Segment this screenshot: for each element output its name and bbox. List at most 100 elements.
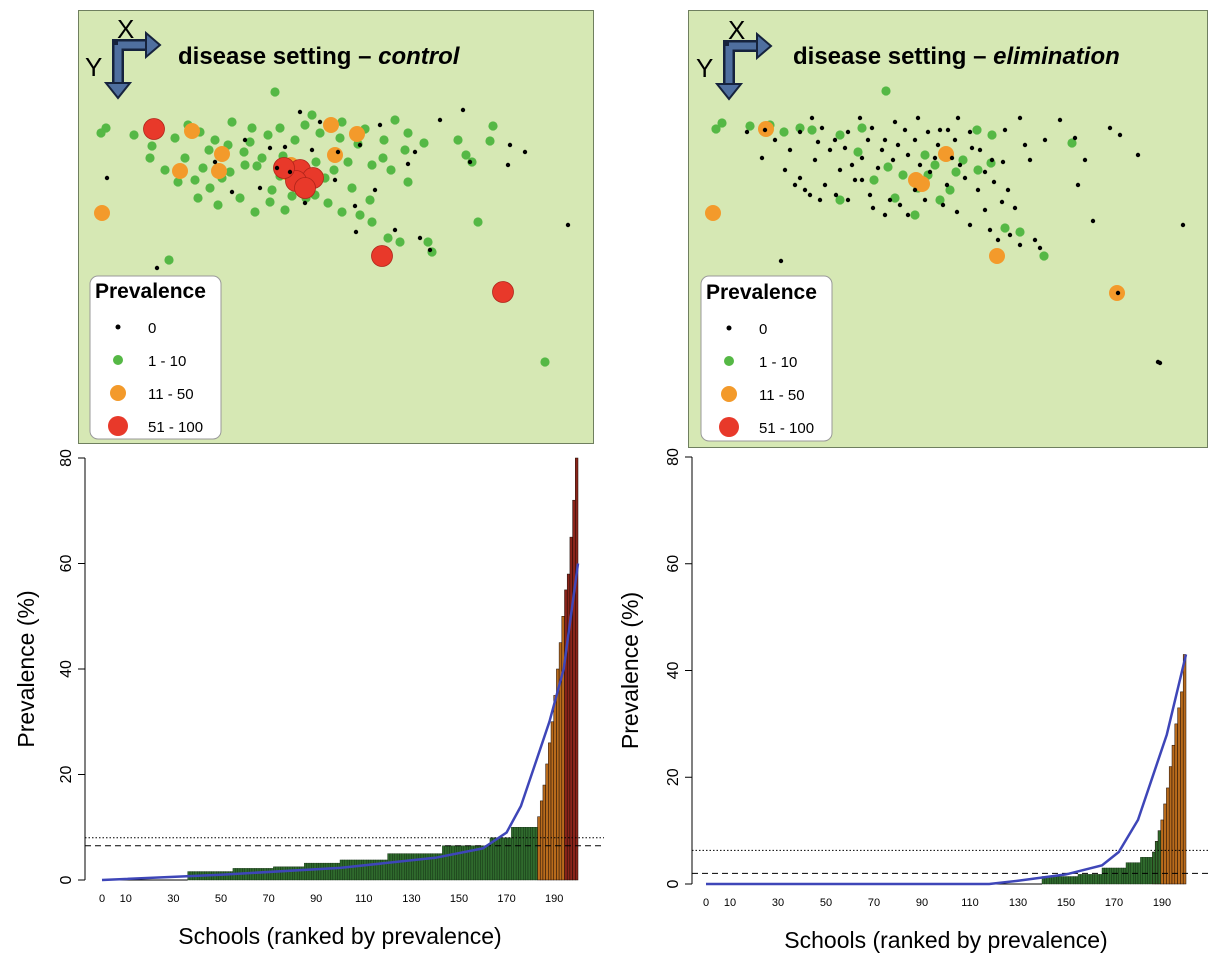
map-point-low: [250, 207, 260, 217]
map-point-zero: [467, 159, 473, 165]
x-tick-label: 90: [916, 897, 928, 909]
prevalence-curve: [101, 563, 580, 882]
bar: [1058, 876, 1062, 885]
map-point-zero: [912, 137, 918, 143]
map-point-zero: [1155, 359, 1161, 365]
x-tick-label: 0: [703, 897, 709, 909]
bar: [1082, 874, 1086, 885]
map-point-zero: [392, 227, 398, 233]
map-point-zero: [1037, 245, 1043, 251]
map-point-high: [143, 118, 165, 140]
bar: [1092, 874, 1095, 885]
bar: [308, 862, 312, 881]
bar: [1061, 876, 1064, 885]
bar: [292, 866, 295, 881]
bar: [251, 868, 255, 881]
map-point-low: [1039, 251, 1049, 261]
map-point-zero: [1072, 135, 1078, 141]
map-point-low: [972, 125, 982, 135]
bar: [564, 589, 568, 881]
x-tick-label: 50: [820, 897, 832, 909]
map-point-low: [239, 147, 249, 157]
bar: [1085, 874, 1088, 885]
map-point-zero: [827, 147, 833, 153]
bar: [423, 853, 426, 881]
map-point-low: [453, 135, 463, 145]
map-point-low: [160, 165, 170, 175]
y-tick-label: 20: [665, 768, 682, 786]
map-point-zero: [229, 189, 235, 195]
map-point-zero: [154, 265, 160, 271]
bar: [499, 837, 503, 881]
map-point-zero: [995, 237, 1001, 243]
bar: [1075, 876, 1079, 885]
map-point-zero: [267, 145, 273, 151]
map-point-low: [378, 153, 388, 163]
bar: [556, 668, 560, 881]
bar: [482, 845, 486, 881]
map-point-zero: [932, 155, 938, 161]
bar: [225, 871, 229, 881]
y-axis-label: Prevalence (%): [617, 592, 643, 749]
map-point-low: [204, 145, 214, 155]
map-point-low: [540, 357, 550, 367]
map-point-low: [367, 160, 377, 170]
map-point-zero: [954, 209, 960, 215]
map-point-zero: [1135, 152, 1141, 158]
map-point-low: [883, 162, 893, 172]
map-point-zero: [1032, 237, 1038, 243]
bar: [1154, 841, 1159, 885]
bar: [548, 742, 552, 881]
x-tick-label: 150: [1057, 897, 1075, 909]
bar: [520, 827, 524, 881]
x-tick-label: 10: [120, 893, 132, 905]
map-point-low: [337, 117, 347, 127]
bar: [275, 866, 279, 881]
map-point-low: [213, 200, 223, 210]
bar: [1152, 851, 1156, 885]
map-point-zero: [778, 258, 784, 264]
map-point-zero: [427, 247, 433, 253]
map-point-low: [275, 123, 285, 133]
map-point-zero: [977, 147, 983, 153]
bar: [542, 784, 546, 881]
map-point-low: [290, 135, 300, 145]
map-point-high: [371, 245, 393, 267]
map-point-zero: [875, 165, 881, 171]
legend-label: 51 - 100: [759, 420, 814, 437]
map-point-low: [247, 123, 257, 133]
x-tick-label: 110: [355, 893, 373, 905]
bar: [1116, 867, 1120, 885]
map-point-zero: [807, 192, 813, 198]
map-point-zero: [335, 149, 341, 155]
bar: [270, 868, 274, 881]
bar: [454, 845, 457, 881]
bar: [569, 536, 573, 881]
bar: [389, 853, 393, 881]
bar: [361, 859, 365, 881]
map-point-low: [857, 123, 867, 133]
map-point-zero: [317, 119, 323, 125]
bar: [1123, 867, 1127, 885]
bar: [451, 845, 455, 881]
map-point-low: [227, 117, 237, 127]
map-point-low: [263, 130, 273, 140]
map-point-low: [343, 157, 353, 167]
bar: [1056, 876, 1059, 885]
bar: [296, 866, 300, 881]
bar: [446, 845, 450, 881]
map-point-zero: [832, 137, 838, 143]
bar: [1109, 867, 1112, 885]
map-point-low: [485, 136, 495, 146]
map-point-low: [240, 160, 250, 170]
map-point-low: [198, 163, 208, 173]
compass-x-label: X: [728, 15, 745, 45]
map-point-low: [717, 118, 727, 128]
legend-label: 51 - 100: [148, 419, 203, 436]
bar: [330, 862, 334, 881]
bar: [1118, 867, 1122, 885]
bar: [1063, 876, 1067, 885]
y-tick-label: 0: [665, 879, 682, 888]
bar: [561, 616, 565, 881]
x-tick-label: 70: [262, 893, 274, 905]
